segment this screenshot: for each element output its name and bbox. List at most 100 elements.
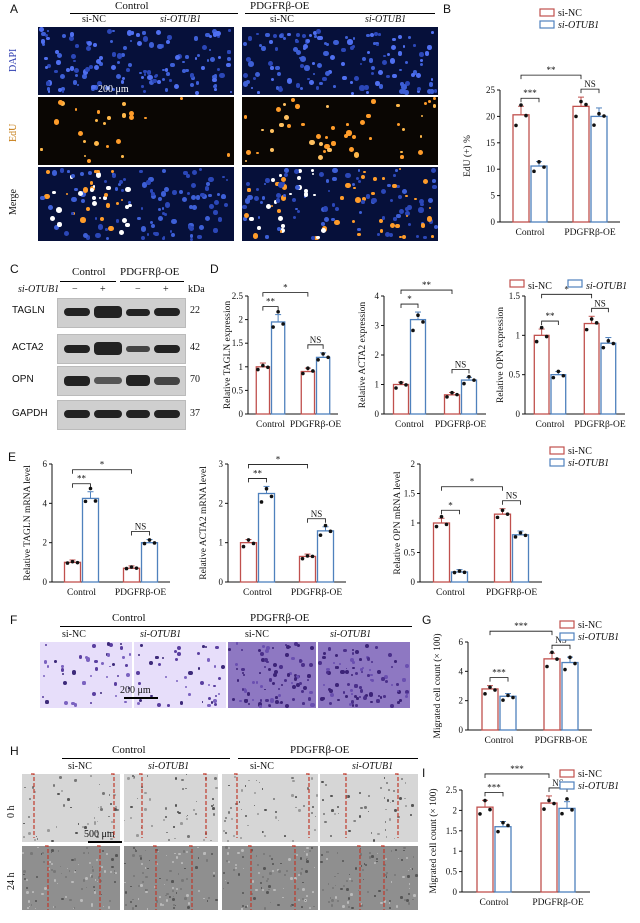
y-axis-label: Relative TAGLN expression: [223, 301, 233, 410]
micrograph-image: [318, 642, 410, 708]
panel-h-col-label: si-NC: [250, 761, 274, 772]
x-tick-label: Control: [256, 420, 285, 430]
significance-bracket: [72, 469, 132, 474]
data-point: [269, 494, 274, 499]
significance-bracket: [520, 74, 582, 80]
panel-a-group-control: Control: [115, 0, 149, 12]
wound-edge: [139, 773, 143, 838]
data-point: [134, 566, 139, 570]
data-point: [584, 102, 588, 107]
data-point: [488, 807, 492, 812]
micrograph-image: [340, 167, 438, 241]
kda-label: kDa: [188, 284, 205, 295]
micrograph-image: [242, 167, 340, 241]
significance-bracket: [262, 306, 279, 311]
blot-protein-label: TAGLN: [12, 305, 45, 316]
y-tick-label: 0: [219, 577, 224, 587]
group-line: [70, 13, 238, 14]
data-point: [306, 366, 310, 371]
significance-label: NS: [455, 359, 467, 369]
significance-bracket: [72, 483, 91, 488]
group-line: [245, 13, 435, 14]
legend-swatch: [539, 8, 555, 17]
x-tick-label: Control: [479, 898, 508, 908]
data-point: [589, 317, 594, 321]
data-point: [147, 538, 152, 542]
micrograph-image: [38, 27, 136, 95]
si-otub1-label: si-OTUB1: [18, 284, 60, 295]
significance-bracket: [484, 773, 550, 778]
y-tick-label: 0: [375, 409, 380, 419]
micrograph-image: [134, 642, 226, 708]
data-point: [65, 561, 70, 565]
data-point: [570, 808, 574, 812]
data-point: [606, 339, 611, 343]
x-tick-label: PDGFRβ-OE: [290, 420, 341, 430]
data-point: [506, 693, 510, 698]
data-point: [316, 357, 320, 362]
y-tick-label: 2: [459, 696, 464, 706]
data-point: [584, 327, 589, 332]
sign: −: [135, 284, 141, 295]
y-tick-label: 2: [43, 538, 48, 548]
y-tick-label: 2: [219, 498, 224, 508]
y-tick-label: 0.5: [509, 370, 521, 380]
significance-bracket: [307, 518, 326, 523]
y-tick-label: 0.5: [404, 548, 416, 558]
significance-bracket: [248, 478, 267, 483]
panel-f-col-label: si-NC: [245, 629, 269, 640]
wound-edge: [97, 845, 101, 910]
data-point: [246, 538, 251, 542]
data-point: [276, 309, 280, 314]
y-tick-label: 6: [459, 637, 464, 647]
group-line: [60, 626, 240, 627]
data-point: [602, 114, 606, 118]
x-tick-label: Control: [436, 588, 465, 598]
wound-edge: [357, 845, 361, 910]
data-point: [261, 363, 265, 368]
significance-label: NS: [311, 509, 323, 519]
legend-label: si-NC: [568, 446, 592, 457]
panel-a-col-label: si-NC: [82, 14, 106, 25]
wound-edge: [234, 773, 238, 838]
wound-edge: [153, 845, 157, 910]
data-point: [579, 99, 583, 104]
data-point: [545, 664, 549, 669]
panel-f-letter: F: [10, 613, 18, 627]
wound-edge: [203, 773, 207, 838]
blot-kda: 42: [190, 342, 200, 353]
wound-edge: [31, 773, 35, 838]
data-point: [565, 797, 569, 801]
significance-bracket: [262, 292, 309, 297]
data-point: [462, 381, 466, 386]
group-line: [120, 281, 184, 282]
y-axis-label: EdU (+) %: [462, 135, 473, 177]
significance-label: *: [407, 294, 412, 304]
data-point: [563, 667, 567, 672]
significance-label: ***: [523, 88, 537, 98]
sign: +: [100, 284, 106, 295]
micrograph-image: [40, 642, 132, 708]
y-tick-label: 0: [43, 577, 48, 587]
micrograph-image: [242, 27, 340, 95]
y-tick-label: 2.5: [446, 785, 458, 795]
significance-label: ***: [492, 668, 506, 678]
legend-label: si-OTUB1: [558, 20, 599, 31]
legend-swatch: [509, 279, 525, 288]
data-point: [573, 661, 577, 666]
significance-label: **: [77, 474, 87, 484]
y-tick-label: 1.5: [509, 291, 521, 301]
group-line: [238, 758, 418, 759]
micrograph-image: [136, 167, 234, 241]
blot-protein-label: GAPDH: [12, 408, 48, 419]
legend-label: si-OTUB1: [586, 281, 627, 292]
data-point: [550, 650, 554, 655]
data-point: [552, 801, 556, 806]
data-point: [256, 367, 260, 372]
legend-swatch: [559, 781, 575, 790]
blot-kda: 22: [190, 305, 200, 316]
panel-f-col-label: si-OTUB1: [330, 629, 372, 640]
data-point: [434, 524, 439, 529]
wound-edge: [189, 845, 193, 910]
